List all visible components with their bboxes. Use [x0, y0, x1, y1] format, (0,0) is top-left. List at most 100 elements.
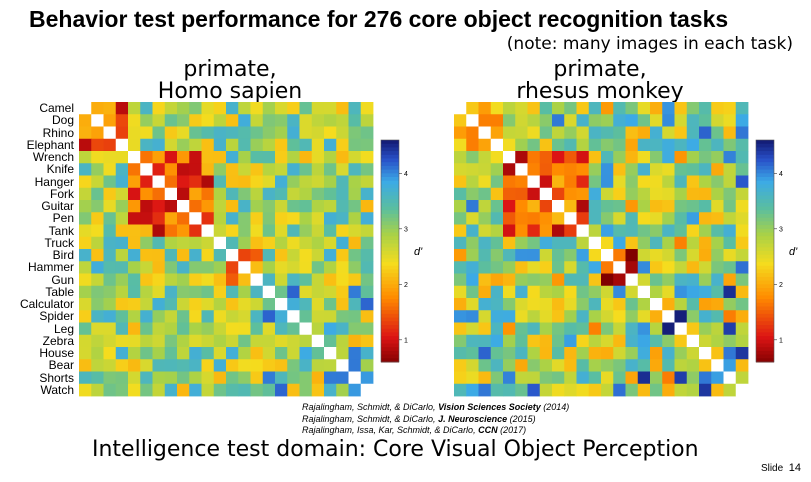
- heatmap-cell: [539, 163, 553, 176]
- heatmap-cell: [686, 273, 700, 287]
- heatmap-cell: [515, 371, 528, 385]
- heatmap-cell: [637, 261, 651, 274]
- heatmap-cell: [164, 298, 178, 311]
- heatmap-cell: [662, 126, 675, 140]
- heatmap-cell: [686, 224, 700, 238]
- heatmap-cell: [503, 187, 516, 201]
- heatmap-cell: [637, 175, 651, 189]
- heatmap-cell: [527, 371, 541, 385]
- heatmap-cell: [601, 236, 614, 250]
- heatmap-cell: [275, 273, 288, 287]
- heatmap-cell: [466, 102, 479, 115]
- heatmap-cell: [735, 212, 749, 225]
- heatmap-cell: [711, 273, 724, 287]
- heatmap-cell: [637, 151, 651, 164]
- heatmap-cell: [213, 310, 227, 323]
- heatmap-cell: [91, 273, 104, 287]
- heatmap-cell: [79, 236, 92, 250]
- row-label: Shorts: [39, 370, 74, 385]
- colorbar-segment: [381, 336, 399, 341]
- heatmap-cell: [478, 200, 492, 213]
- heatmap-cell: [250, 126, 264, 140]
- heatmap-cell: [723, 347, 737, 360]
- heatmap-cell: [287, 383, 300, 397]
- heatmap-cell: [503, 371, 516, 385]
- heatmap-cell: [515, 359, 528, 372]
- heatmap-cell: [238, 298, 251, 311]
- heatmap-cell: [164, 212, 178, 225]
- heatmap-cell: [601, 359, 614, 372]
- heatmap-cell: [287, 151, 300, 164]
- heatmap-cell: [515, 285, 528, 299]
- heatmap-cell: [287, 187, 300, 201]
- heatmap-cell: [262, 126, 276, 140]
- heatmap-cell: [552, 383, 565, 397]
- heatmap-cell: [490, 200, 504, 213]
- colorbar-tick-label: 3: [779, 226, 783, 233]
- heatmap-cell: [588, 298, 602, 311]
- colorbar-label: d': [414, 246, 423, 258]
- heatmap-cell: [637, 236, 651, 250]
- colorbar-segment: [756, 151, 774, 156]
- heatmap-cell: [539, 236, 553, 250]
- heatmap-cell: [201, 371, 215, 385]
- heatmap-cell: [735, 102, 749, 115]
- heatmap-cell: [262, 200, 276, 213]
- heatmap-cell: [576, 359, 590, 372]
- heatmap-cell: [275, 249, 288, 262]
- row-label: Pen: [52, 211, 74, 226]
- heatmap-cell: [552, 138, 565, 152]
- colorbar-segment: [756, 199, 774, 204]
- row-label: Leg: [53, 321, 74, 336]
- heatmap-cell: [527, 151, 541, 164]
- heatmap-cell: [576, 200, 590, 213]
- heatmap-cell: [91, 359, 104, 372]
- heatmap-cell: [503, 261, 516, 274]
- heatmap-cell: [711, 126, 724, 140]
- row-label: Truck: [44, 235, 74, 250]
- heatmap-cell: [588, 285, 602, 299]
- heatmap-cell: [613, 359, 626, 372]
- heatmap-cell: [478, 383, 492, 397]
- heatmap-cell: [454, 310, 467, 323]
- colorbar-segment: [381, 158, 399, 163]
- colorbar-segment: [756, 332, 774, 337]
- heatmap-cell: [189, 298, 202, 311]
- heatmap-cell: [275, 310, 288, 323]
- colorbar-segment: [756, 165, 774, 171]
- heatmap-cell: [128, 310, 141, 323]
- heatmap-cell: [348, 249, 362, 262]
- heatmap-cell: [650, 310, 663, 323]
- heatmap-cell: [115, 163, 129, 176]
- heatmap-cell: [625, 187, 639, 201]
- heatmap-cell: [490, 334, 504, 348]
- heatmap-cell: [262, 249, 276, 262]
- heatmap-cell: [576, 212, 590, 225]
- heatmap-cell: [686, 310, 700, 323]
- heatmap-cell: [564, 175, 577, 189]
- heatmap-cell: [201, 298, 215, 311]
- heatmap-cell: [723, 334, 737, 348]
- heatmap-cell: [478, 371, 492, 385]
- colorbar-segment: [756, 154, 774, 159]
- heatmap-cell: [735, 322, 749, 336]
- heatmap-cell: [735, 138, 749, 152]
- heatmap-cell: [650, 102, 663, 115]
- heatmap-cell: [226, 310, 239, 323]
- heatmap-cell: [588, 249, 602, 262]
- heatmap-cell: [674, 359, 688, 372]
- heatmap-cell: [576, 371, 590, 385]
- colorbar-segment: [756, 350, 774, 356]
- heatmap-cell: [503, 126, 516, 140]
- heatmap-cell: [299, 114, 313, 127]
- heatmap-cell: [299, 322, 313, 336]
- heatmap-cell: [490, 371, 504, 385]
- heatmap-cell: [336, 200, 349, 213]
- heatmap-cell: [348, 151, 362, 164]
- heatmap-cell: [490, 383, 504, 397]
- heatmap-cell: [164, 224, 178, 238]
- heatmap-cell: [662, 249, 675, 262]
- heatmap-cell: [625, 236, 639, 250]
- heatmap-cell: [552, 273, 565, 287]
- heatmap-cell: [478, 285, 492, 299]
